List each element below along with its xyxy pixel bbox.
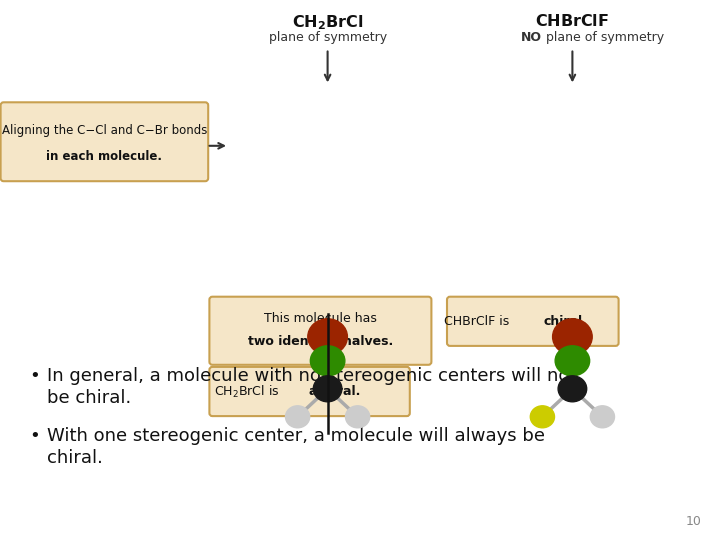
FancyBboxPatch shape: [1, 102, 208, 181]
Ellipse shape: [310, 346, 345, 376]
Ellipse shape: [308, 319, 348, 355]
Text: chiral.: chiral.: [47, 449, 103, 467]
Text: This molecule has: This molecule has: [264, 312, 377, 325]
Ellipse shape: [286, 406, 310, 428]
Text: $\mathregular{CH_2BrCl}$ is: $\mathregular{CH_2BrCl}$ is: [215, 383, 280, 400]
Text: 10: 10: [686, 515, 702, 528]
Text: With one stereogenic center, a molecule will always be: With one stereogenic center, a molecule …: [47, 427, 545, 444]
Ellipse shape: [590, 406, 614, 428]
Ellipse shape: [313, 376, 342, 402]
Ellipse shape: [555, 346, 590, 376]
Text: In general, a molecule with no stereogenic centers will not: In general, a molecule with no stereogen…: [47, 367, 576, 385]
FancyBboxPatch shape: [447, 296, 618, 346]
Text: achiral.: achiral.: [309, 385, 361, 398]
Text: •: •: [29, 367, 40, 385]
Text: chiral.: chiral.: [544, 315, 588, 328]
Text: Aligning the C−Cl and C−Br bonds: Aligning the C−Cl and C−Br bonds: [1, 124, 207, 137]
Text: $\mathbf{CHBrClF}$: $\mathbf{CHBrClF}$: [536, 14, 609, 30]
Text: •: •: [29, 427, 40, 444]
Text: be chiral.: be chiral.: [47, 389, 131, 407]
Text: plane of symmetry: plane of symmetry: [269, 31, 387, 44]
FancyBboxPatch shape: [210, 367, 410, 416]
Ellipse shape: [558, 376, 587, 402]
Text: plane of symmetry: plane of symmetry: [542, 31, 665, 44]
Text: $\mathbf{CH_2BrCl}$: $\mathbf{CH_2BrCl}$: [292, 14, 364, 32]
Text: in each molecule.: in each molecule.: [46, 150, 163, 163]
Ellipse shape: [531, 406, 554, 428]
Text: CHBrClF is: CHBrClF is: [444, 315, 513, 328]
Ellipse shape: [552, 319, 592, 355]
FancyBboxPatch shape: [210, 296, 431, 365]
Ellipse shape: [346, 406, 369, 428]
Text: two identical halves.: two identical halves.: [248, 335, 393, 348]
Text: NO: NO: [521, 31, 541, 44]
